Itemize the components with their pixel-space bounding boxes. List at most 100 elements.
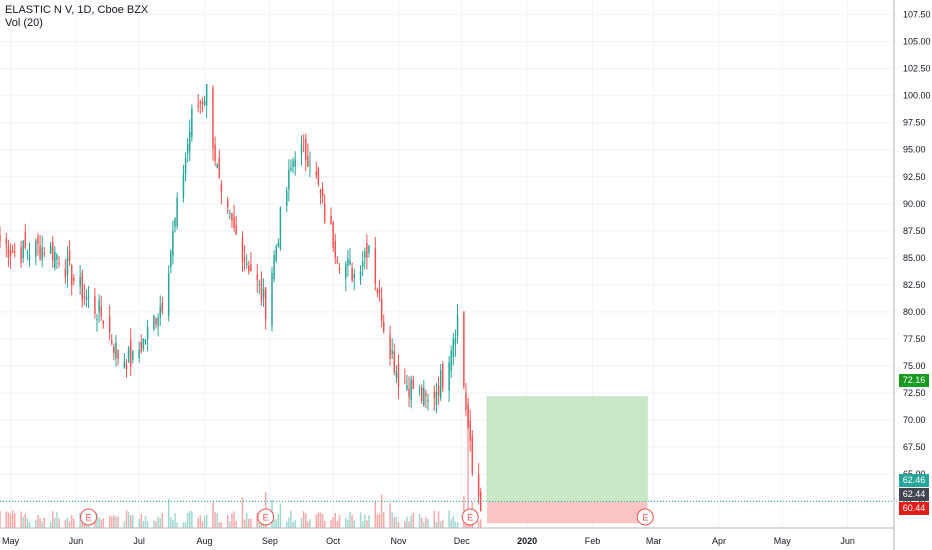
x-tick-label: Dec xyxy=(454,536,471,546)
volume-bar xyxy=(182,522,185,528)
candle-body xyxy=(144,339,147,342)
volume-bar xyxy=(423,522,425,528)
volume-bar xyxy=(161,512,164,528)
candle-body xyxy=(258,284,261,286)
volume-bar xyxy=(189,510,191,528)
x-tick-label: 2020 xyxy=(517,536,537,546)
candle-body xyxy=(420,387,423,401)
volume-bar xyxy=(309,519,311,528)
volume-bar xyxy=(347,519,349,528)
candle-body xyxy=(262,289,265,298)
volume-bar xyxy=(241,497,244,528)
volume-bar xyxy=(81,520,83,528)
volume-bar xyxy=(323,520,326,528)
volume-bar xyxy=(275,519,277,528)
y-tick-label: 87.50 xyxy=(903,226,926,236)
candle-body xyxy=(250,264,252,272)
volume-bar xyxy=(214,512,216,528)
candle-body xyxy=(167,273,170,316)
candle-body xyxy=(0,234,1,242)
candle-body xyxy=(245,263,248,265)
volume-bar xyxy=(144,516,147,528)
volume-bar xyxy=(184,522,187,528)
candle-body xyxy=(233,217,235,228)
candle-body xyxy=(24,232,27,248)
volume-bar xyxy=(51,511,54,528)
volume-bar xyxy=(37,515,39,528)
volume-bar xyxy=(201,521,204,528)
volume-bar xyxy=(336,521,339,528)
candle-body xyxy=(102,320,105,325)
volume-bar xyxy=(427,519,429,528)
volume-bar xyxy=(364,514,366,528)
volume-bar xyxy=(338,515,341,528)
volume-bar xyxy=(425,517,427,528)
candle-body xyxy=(205,83,208,106)
candle-body xyxy=(467,403,469,429)
candle-body xyxy=(423,387,425,406)
volume-legend[interactable]: Vol (20) xyxy=(5,17,43,29)
y-tick-label: 82.50 xyxy=(903,280,926,290)
volume-bar xyxy=(233,511,235,528)
volume-bar xyxy=(380,494,383,528)
candle-body xyxy=(129,339,132,367)
candle-body xyxy=(79,276,81,287)
candle-body xyxy=(231,213,233,221)
volume-bar xyxy=(334,512,336,528)
candle-body xyxy=(22,240,24,259)
volume-bar xyxy=(294,520,296,528)
candle-body xyxy=(70,265,73,286)
y-tick-label: 67.50 xyxy=(903,442,926,452)
volume-bar xyxy=(435,521,438,528)
candle-body xyxy=(186,143,189,154)
profit-zone xyxy=(486,396,648,502)
candle-body xyxy=(382,321,385,332)
candle-body xyxy=(98,300,100,312)
volume-bar xyxy=(332,517,334,528)
candle-body xyxy=(248,265,250,272)
symbol-legend[interactable]: ELASTIC N V, 1D, Cboe BZX xyxy=(5,4,149,16)
volume-bar xyxy=(374,500,377,528)
volume-bar xyxy=(176,522,178,528)
volume-bar xyxy=(382,512,385,528)
candle-body xyxy=(463,312,465,386)
candle-body xyxy=(315,171,318,176)
volume-bar xyxy=(170,517,172,528)
candle-body xyxy=(199,101,202,104)
volume-bar xyxy=(391,512,393,528)
candle-body xyxy=(454,337,457,345)
long-position-tool[interactable] xyxy=(486,396,648,524)
candle-body xyxy=(412,379,415,389)
candle-body xyxy=(410,379,412,401)
candle-body xyxy=(334,240,336,258)
volume-bar xyxy=(393,516,396,528)
y-tick-label: 97.50 xyxy=(903,118,926,128)
volume-bar xyxy=(94,521,96,528)
volume-bar xyxy=(153,520,155,528)
candle-body xyxy=(406,385,408,391)
candle-body xyxy=(9,250,12,256)
volume-bar xyxy=(216,513,218,528)
candle-body xyxy=(26,251,29,254)
volume-bar xyxy=(454,521,457,528)
candle-body xyxy=(294,159,296,168)
volume-bar xyxy=(245,512,248,528)
x-tick-label: Jun xyxy=(840,536,855,546)
candle-body xyxy=(364,251,366,258)
volume-bar xyxy=(368,515,370,528)
candle-body xyxy=(317,168,320,184)
x-tick-label: Apr xyxy=(712,536,726,546)
volume-bar xyxy=(229,521,231,528)
volume-bar xyxy=(167,498,170,528)
candle-body xyxy=(290,167,292,171)
y-tick-label: 77.50 xyxy=(903,334,926,344)
volume-bar xyxy=(115,516,117,528)
candle-body xyxy=(389,334,391,359)
candle-body xyxy=(176,197,178,226)
volume-bar xyxy=(79,512,81,528)
candle-body xyxy=(408,388,410,398)
candle-body xyxy=(226,199,229,207)
candle-body xyxy=(203,100,206,106)
